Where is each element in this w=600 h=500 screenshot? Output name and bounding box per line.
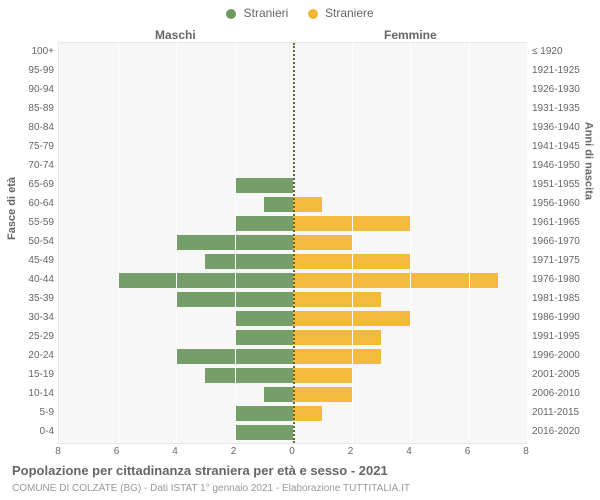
y-tick-age: 65-69 [18,179,54,190]
grid-line [352,43,353,443]
grid-line [469,43,470,443]
y-tick-age: 70-74 [18,160,54,171]
grid-line [59,43,60,443]
grid-line [235,43,236,443]
x-tick: 8 [55,446,61,457]
column-title-male: Maschi [155,28,196,42]
y-tick-age: 0-4 [18,426,54,437]
y-tick-age: 80-84 [18,122,54,133]
center-divider [293,43,295,443]
bar-female [293,197,322,212]
grid-line [118,43,119,443]
y-axis-title-left: Fasce di età [6,177,18,240]
y-tick-birth: 1996-2000 [532,350,580,361]
y-tick-age: 60-64 [18,198,54,209]
pyramid-chart: Stranieri Straniere Maschi Femmine Fasce… [0,0,600,500]
legend-label-female: Straniere [325,6,374,20]
column-title-female: Femmine [384,28,437,42]
bar-male [264,197,293,212]
y-tick-age: 45-49 [18,255,54,266]
chart-subtitle: COMUNE DI COLZATE (BG) - Dati ISTAT 1° g… [12,483,410,494]
x-tick: 6 [465,446,471,457]
bar-male [205,368,293,383]
bar-female [293,387,352,402]
y-tick-age: 95-99 [18,65,54,76]
y-tick-age: 90-94 [18,84,54,95]
y-tick-age: 25-29 [18,331,54,342]
legend-label-male: Stranieri [244,6,289,20]
bar-male [235,406,294,421]
bar-female [293,292,381,307]
y-tick-age: 35-39 [18,293,54,304]
y-tick-age: 20-24 [18,350,54,361]
circle-icon [226,9,236,19]
circle-icon [308,9,318,19]
plot-area [58,42,528,444]
grid-line [176,43,177,443]
y-tick-age: 55-59 [18,217,54,228]
bar-male [235,178,294,193]
y-tick-birth: 1951-1955 [532,179,580,190]
bar-female [293,406,322,421]
x-tick: 2 [348,446,354,457]
y-tick-birth: 1981-1985 [532,293,580,304]
y-tick-age: 100+ [18,46,54,57]
bar-female [293,349,381,364]
y-tick-birth: ≤ 1920 [532,46,563,57]
chart-title: Popolazione per cittadinanza straniera p… [12,463,388,478]
y-tick-birth: 2011-2015 [532,407,579,418]
y-tick-birth: 1941-1945 [532,141,580,152]
y-tick-birth: 1921-1925 [532,65,580,76]
x-tick: 8 [523,446,529,457]
y-tick-birth: 1936-1940 [532,122,580,133]
y-tick-birth: 1961-1965 [532,217,580,228]
x-tick: 2 [231,446,237,457]
y-tick-birth: 1926-1930 [532,84,580,95]
bar-female [293,273,498,288]
y-tick-age: 75-79 [18,141,54,152]
y-tick-birth: 2006-2010 [532,388,580,399]
legend: Stranieri Straniere [0,6,600,20]
bar-male [118,273,294,288]
x-tick: 0 [289,446,295,457]
bar-female [293,330,381,345]
x-tick: 4 [172,446,178,457]
bar-male [235,425,294,440]
bar-male [205,254,293,269]
y-tick-age: 40-44 [18,274,54,285]
bar-male [235,330,294,345]
grid-line [527,43,528,443]
legend-item-female: Straniere [308,6,374,20]
y-tick-age: 50-54 [18,236,54,247]
bar-female [293,368,352,383]
y-tick-birth: 2001-2005 [532,369,580,380]
y-tick-age: 30-34 [18,312,54,323]
x-tick: 6 [114,446,120,457]
y-tick-birth: 1931-1935 [532,103,580,114]
grid-line [410,43,411,443]
y-tick-age: 5-9 [18,407,54,418]
y-tick-birth: 1976-1980 [532,274,580,285]
bar-female [293,235,352,250]
y-tick-age: 85-89 [18,103,54,114]
y-tick-birth: 1946-1950 [532,160,580,171]
legend-item-male: Stranieri [226,6,288,20]
bar-male [235,311,294,326]
y-tick-birth: 1991-1995 [532,331,580,342]
bar-male [264,387,293,402]
y-tick-age: 15-19 [18,369,54,380]
y-axis-title-right: Anni di nascita [582,122,594,200]
y-tick-age: 10-14 [18,388,54,399]
y-tick-birth: 1956-1960 [532,198,580,209]
y-tick-birth: 1966-1970 [532,236,580,247]
y-tick-birth: 2016-2020 [532,426,580,437]
bar-male [235,216,294,231]
x-tick: 4 [406,446,412,457]
y-tick-birth: 1971-1975 [532,255,580,266]
y-tick-birth: 1986-1990 [532,312,580,323]
